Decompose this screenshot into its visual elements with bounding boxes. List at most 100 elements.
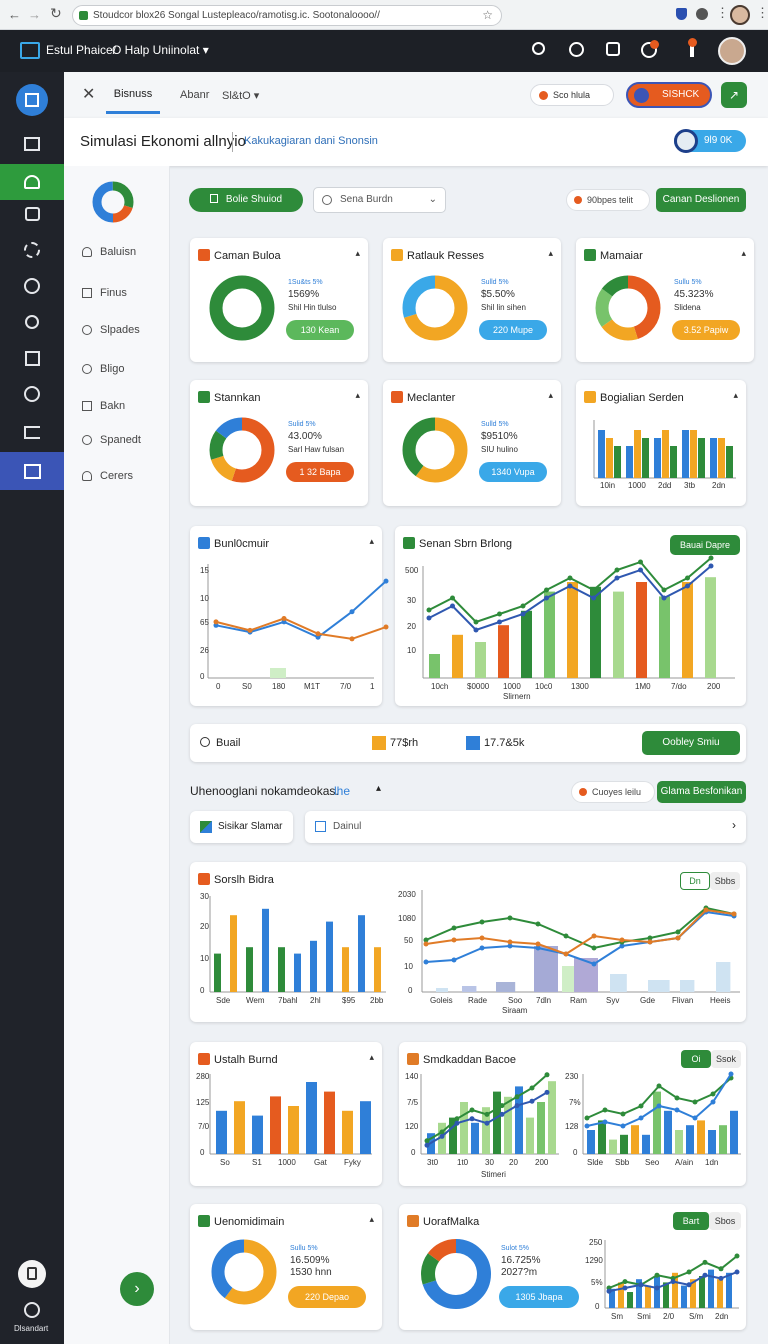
section-caret-icon[interactable]: ▴ bbox=[376, 783, 382, 794]
bottom-donut-right-mini-y-tick-3: 0 bbox=[595, 1302, 600, 1311]
donut-card-1-collapse-icon[interactable]: ▴ bbox=[548, 248, 553, 258]
bottom-donut-left-collapse-icon[interactable]: ▴ bbox=[369, 1214, 374, 1224]
section-link[interactable]: lhe bbox=[334, 784, 351, 798]
apps-icon[interactable] bbox=[606, 42, 620, 56]
leftpanel-item-6[interactable]: Cerers bbox=[82, 470, 133, 482]
leftpanel-item-4[interactable]: Bakn bbox=[82, 400, 125, 412]
wide-toggle-off[interactable]: Sbbs bbox=[710, 872, 740, 890]
close-icon[interactable]: ✕ bbox=[82, 86, 96, 103]
leftpanel-item-0[interactable]: Baluisn bbox=[82, 246, 136, 258]
line-card-collapse-icon[interactable]: ▴ bbox=[369, 536, 374, 546]
tab-slato[interactable]: Sl&tO ▾ bbox=[222, 90, 260, 102]
workspace-selector[interactable]: O Halp Uniinolat ▾ bbox=[112, 43, 209, 57]
donut-card-1-chart bbox=[402, 275, 468, 341]
sidebar-item-dashboard[interactable] bbox=[0, 126, 64, 162]
sidebar-item-sync[interactable] bbox=[0, 376, 64, 412]
donut-card-4-pill[interactable]: 1340 Vupa bbox=[479, 462, 547, 482]
summary-button[interactable]: Oobley Smiu bbox=[642, 731, 740, 755]
menu-dots-icon[interactable]: ⋮ bbox=[716, 5, 729, 20]
filter-right-label: Dainul bbox=[333, 821, 362, 832]
bottom-donut-right-pill[interactable]: 1305 Jbapa bbox=[499, 1286, 579, 1308]
bottom-donut-right-toggle-on[interactable]: Bart bbox=[673, 1212, 709, 1230]
donut-card-3-pill[interactable]: 1 32 Bapa bbox=[286, 462, 354, 482]
wide-card-left-bar-4 bbox=[278, 947, 285, 992]
bottom-combo-right-series-1-point-1 bbox=[602, 1119, 608, 1125]
back-icon[interactable]: ← bbox=[8, 7, 21, 22]
sidebar-item-edit[interactable] bbox=[0, 340, 64, 376]
donut-card-2-collapse-icon[interactable]: ▴ bbox=[741, 248, 746, 258]
clock-icon[interactable] bbox=[696, 8, 708, 20]
help-icon[interactable] bbox=[569, 42, 584, 57]
donut-card-4-collapse-icon[interactable]: ▴ bbox=[548, 390, 553, 400]
highlight-button[interactable]: SISHCK bbox=[626, 82, 712, 108]
next-button[interactable]: › bbox=[120, 1272, 154, 1306]
donut-card-3: Stannkan ▴ Sulid 5% 43.00% Sarl Haw fulsan 1 … bbox=[190, 380, 368, 506]
section-chip[interactable]: Cuoyes leilu bbox=[571, 781, 655, 803]
primary-action-button[interactable]: Bolie Shuiod bbox=[189, 188, 303, 212]
refresh-button[interactable]: ↗ bbox=[721, 82, 747, 108]
bottom-combo-toggle-off[interactable]: Ssok bbox=[711, 1050, 741, 1068]
donut-card-0-pill[interactable]: 130 Kean bbox=[286, 320, 354, 340]
header-action-button[interactable]: 9l9 0K bbox=[674, 129, 746, 153]
tab-business[interactable]: Bisnuss bbox=[106, 72, 160, 114]
donut-card-1-pill[interactable]: 220 Mupe bbox=[479, 320, 547, 340]
section-action-button[interactable]: Glama Besfonikan bbox=[657, 781, 746, 803]
filter-left[interactable]: Sisikar Slamar bbox=[190, 811, 293, 843]
bottom-donut-right-toggle-off[interactable]: Sbos bbox=[709, 1212, 741, 1230]
donut-card-2-pill[interactable]: 3.52 Papiw bbox=[672, 320, 740, 340]
bottom-bar-card-collapse-icon[interactable]: ▴ bbox=[369, 1052, 374, 1062]
search-icon[interactable] bbox=[532, 42, 545, 55]
forward-icon[interactable]: → bbox=[28, 7, 41, 22]
page-header: Simulasi Ekonomi allnyio Kakukagiaran da… bbox=[64, 118, 768, 166]
leftpanel-item-3[interactable]: Bligo bbox=[82, 363, 124, 375]
sidebar-home-button[interactable] bbox=[16, 84, 48, 116]
bar-card-collapse-icon[interactable]: ▴ bbox=[733, 390, 738, 400]
bottom-combo-right-y-tick-0: 230 bbox=[565, 1072, 579, 1081]
sidebar-item-settings[interactable] bbox=[0, 232, 64, 268]
search-dropdown[interactable]: Sena Burdn ⌄ bbox=[313, 187, 446, 213]
user-avatar[interactable] bbox=[718, 37, 746, 65]
status-chip[interactable]: Sco hlula bbox=[530, 84, 614, 106]
sidebar-item-inbox[interactable] bbox=[0, 196, 64, 232]
address-bar[interactable]: Stoudcor blox26 Songal Lustepleaco/ramot… bbox=[72, 5, 502, 26]
bottom-combo-toggle-on[interactable]: Oi bbox=[681, 1050, 711, 1068]
leftpanel-item-2[interactable]: Slpades bbox=[82, 324, 140, 336]
sidebar-item-search[interactable] bbox=[0, 304, 64, 340]
bottom-combo-left-series-0-point-5 bbox=[499, 1103, 505, 1109]
bottom-combo-left-x-tick-4: 200 bbox=[535, 1158, 549, 1167]
bottom-donut-left-pill[interactable]: 220 Depao bbox=[288, 1286, 366, 1308]
leftpanel-item-5[interactable]: Spanedt bbox=[82, 434, 141, 446]
donut-card-3-collapse-icon[interactable]: ▴ bbox=[355, 390, 360, 400]
wide-card-left-bar-10 bbox=[374, 947, 381, 992]
bottom-combo-left-x-tick-1: 1t0 bbox=[457, 1158, 469, 1167]
shield-icon[interactable] bbox=[676, 8, 687, 20]
star-icon[interactable]: ☆ bbox=[482, 8, 493, 22]
combo-card-button[interactable]: Bauai Dapre bbox=[670, 535, 740, 555]
wide-card: Sorslh Bidra▴DnSbbs3020100SdeWem7bahl2hl… bbox=[190, 862, 746, 1022]
toolbar-action-button[interactable]: Canan Deslionen bbox=[656, 188, 746, 212]
tab-about[interactable]: Abanr bbox=[180, 89, 210, 101]
bottom-donut-right-mini-series-0-point-6 bbox=[702, 1259, 708, 1265]
combo-card-x-title: Slirnern bbox=[503, 692, 531, 701]
sidebar-item-folder[interactable] bbox=[0, 414, 64, 450]
wide-toggle-on[interactable]: Dn bbox=[680, 872, 710, 890]
kebab-icon[interactable]: ⋮ bbox=[756, 5, 768, 20]
power-icon[interactable] bbox=[24, 1302, 40, 1318]
alert-icon[interactable] bbox=[690, 41, 694, 57]
leftpanel-item-1[interactable]: Finus bbox=[82, 287, 127, 299]
donut-card-4-line1: Sulld 5% bbox=[481, 421, 509, 428]
sidebar-item-global[interactable] bbox=[0, 268, 64, 304]
sidebar-item-support[interactable] bbox=[0, 164, 64, 200]
sidebar-item-tables[interactable] bbox=[0, 452, 64, 490]
wide-card-left-bar-8 bbox=[342, 947, 349, 992]
wide-card-right-series-0-point-3 bbox=[507, 943, 513, 949]
filter-chip[interactable]: 90bpes telit bbox=[566, 189, 650, 211]
reload-icon[interactable]: ↻ bbox=[50, 5, 62, 21]
profile-avatar[interactable] bbox=[730, 5, 750, 25]
bottom-donut-right-mini-bar-4 bbox=[645, 1285, 651, 1308]
bottom-donut-right-mini-x-tick-4: 2dn bbox=[715, 1312, 729, 1321]
donut-card-0-collapse-icon[interactable]: ▴ bbox=[355, 248, 360, 258]
notification-icon[interactable] bbox=[641, 42, 657, 58]
filter-right[interactable]: Dainul › bbox=[305, 811, 746, 843]
sidebar-document-button[interactable] bbox=[18, 1260, 46, 1288]
